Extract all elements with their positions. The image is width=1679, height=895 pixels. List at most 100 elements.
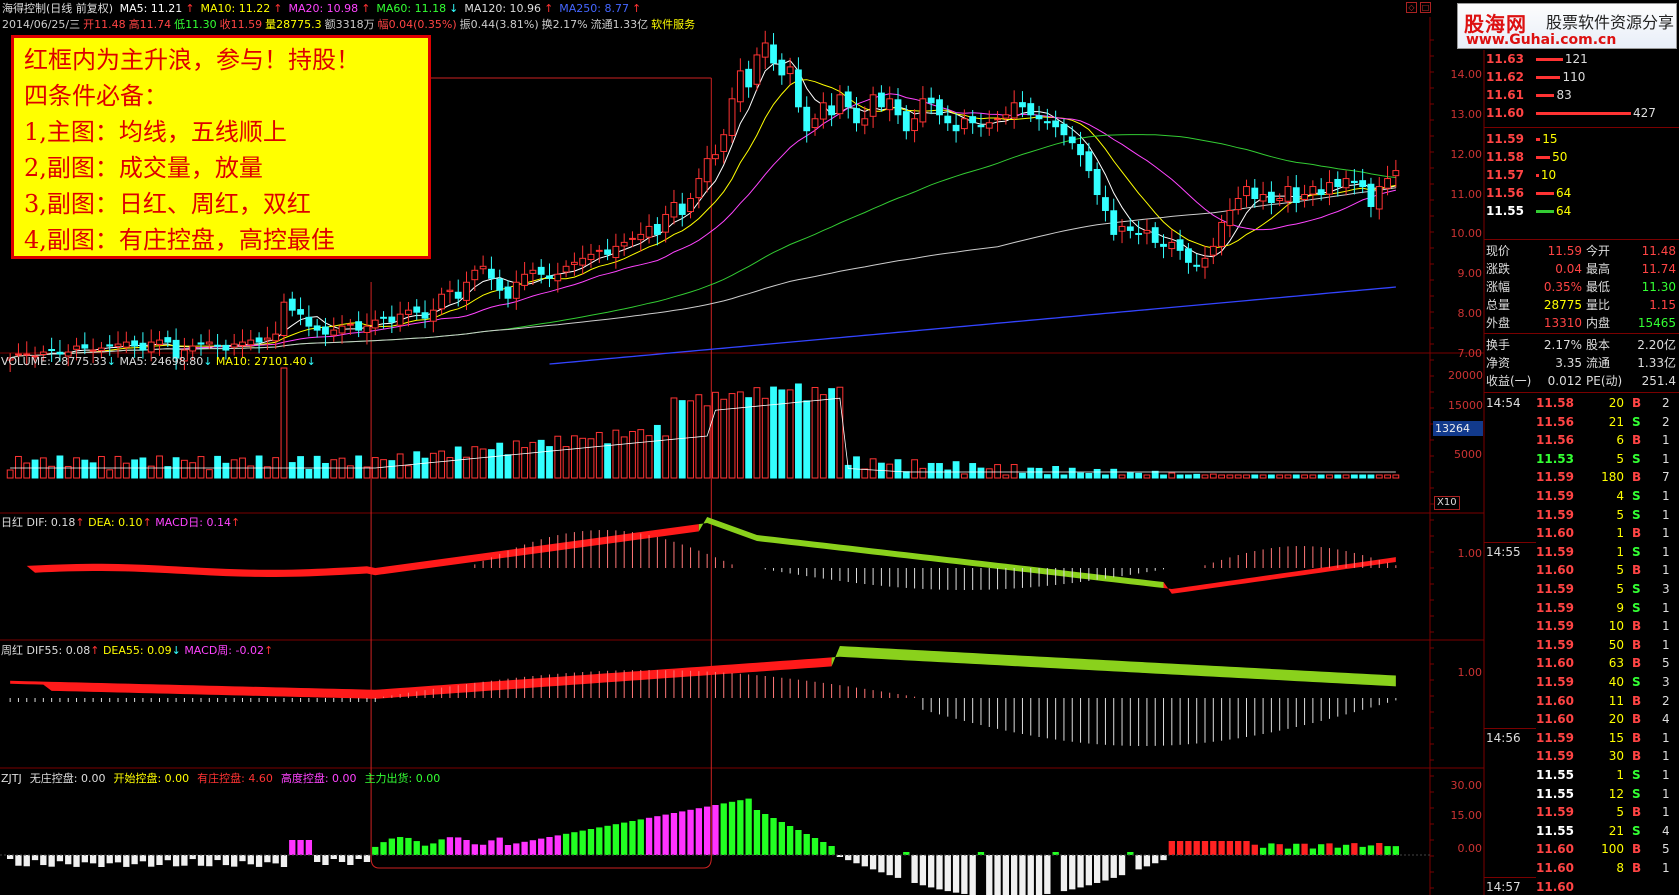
candle[interactable] [902,105,910,140]
volume-bar[interactable] [1284,474,1292,479]
volume-bar[interactable] [1201,474,1209,479]
volume-bar[interactable] [587,438,595,479]
candle[interactable] [6,353,14,372]
zjtj-bar[interactable] [98,855,105,867]
candle[interactable] [1301,184,1308,208]
candle[interactable] [504,280,512,308]
candle[interactable] [31,346,39,368]
zjtj-bar[interactable] [1301,843,1308,855]
volume-bar[interactable] [1143,474,1151,479]
candle[interactable] [695,168,703,209]
candle[interactable] [703,145,711,193]
candle[interactable] [330,317,338,342]
zjtj-bar[interactable] [297,840,304,855]
zjtj-bar[interactable] [1326,843,1333,855]
volume-bar[interactable] [595,431,603,479]
zjtj-bar[interactable] [31,855,39,861]
zjtj-bar[interactable] [869,855,877,870]
volume-bar[interactable] [189,462,197,479]
volume-bar[interactable] [662,435,670,479]
zjtj-bar[interactable] [363,855,371,862]
zjtj-bar[interactable] [604,825,611,855]
volume-bar[interactable] [380,459,387,479]
zjtj-bar[interactable] [1143,855,1151,867]
volume-bar[interactable] [620,436,628,479]
zjtj-bar[interactable] [845,855,852,861]
zjtj-bar[interactable] [6,855,14,859]
volume-bar[interactable] [1326,474,1333,479]
zjtj-bar[interactable] [720,803,727,855]
candle[interactable] [1201,245,1209,279]
zjtj-bar[interactable] [264,855,271,863]
zjtj-bar[interactable] [753,810,761,855]
candle[interactable] [952,112,960,143]
zjtj-bar[interactable] [737,800,744,855]
zjtj-bar[interactable] [56,855,64,862]
candle[interactable] [836,85,844,119]
candle[interactable] [811,113,819,136]
volume-bar[interactable] [861,468,869,479]
volume-bar[interactable] [1350,474,1358,479]
volume-bar[interactable] [1218,474,1226,479]
volume-bar[interactable] [1384,474,1391,479]
zjtj-bar[interactable] [1019,855,1026,895]
zjtj-bar[interactable] [347,855,354,865]
zjtj-bar[interactable] [222,855,230,866]
zjtj-bar[interactable] [231,855,238,867]
zjtj-bar[interactable] [928,855,935,888]
candle[interactable] [438,287,446,315]
volume-bar[interactable] [546,446,553,479]
zjtj-bar[interactable] [23,855,30,867]
candle[interactable] [1052,110,1060,138]
bid-row[interactable]: 11.58 50 [1484,148,1679,166]
volume-bar[interactable] [280,367,288,479]
zjtj-bar[interactable] [538,838,545,855]
zjtj-bar[interactable] [405,837,412,855]
zjtj-bar[interactable] [388,838,395,855]
volume-bar[interactable] [81,459,89,479]
candle[interactable] [537,259,545,284]
bid-row[interactable]: 11.57 10 [1484,166,1679,184]
volume-bar[interactable] [919,467,927,479]
candle[interactable] [753,47,761,91]
volume-bar[interactable] [1027,467,1035,479]
candle[interactable] [1218,214,1226,256]
volume-bar[interactable] [712,391,719,479]
zjtj-bar[interactable] [961,855,968,894]
volume-bar[interactable] [645,435,653,479]
candle[interactable] [936,94,943,125]
candle[interactable] [1093,162,1101,205]
candle[interactable] [322,317,329,347]
zjtj-bar[interactable] [1384,846,1391,855]
volume-bar[interactable] [811,386,819,479]
zjtj-bar[interactable] [1152,855,1159,864]
volume-bar[interactable] [770,386,777,479]
candle[interactable] [853,97,860,132]
volume-bar[interactable] [214,455,221,479]
zjtj-bar[interactable] [521,841,528,855]
volume-bar[interactable] [1110,468,1118,479]
volume-bar[interactable] [322,462,329,479]
volume-bar[interactable] [222,462,230,479]
candle[interactable] [371,310,379,336]
candle[interactable] [230,333,238,356]
zjtj-bar[interactable] [123,855,130,867]
volume-bar[interactable] [1375,474,1383,479]
candle[interactable] [89,338,97,364]
zjtj-bar[interactable] [886,855,893,876]
volume-bar[interactable] [504,454,512,479]
zjtj-bar[interactable] [629,821,636,855]
zjtj-bar[interactable] [1118,855,1126,876]
zjtj-bar[interactable] [1193,841,1200,855]
zjtj-bar[interactable] [803,834,810,855]
zjtj-bar[interactable] [878,855,885,873]
candle[interactable] [81,332,89,355]
zjtj-bar[interactable] [496,837,503,855]
candle[interactable] [1085,142,1093,179]
tick-row[interactable]: 11.60 100 B 5 [1484,840,1679,858]
candle[interactable] [15,343,22,362]
zjtj-bar[interactable] [106,855,113,864]
volume-bar[interactable] [537,439,545,479]
candle[interactable] [189,338,197,360]
volume-bar[interactable] [761,397,769,479]
